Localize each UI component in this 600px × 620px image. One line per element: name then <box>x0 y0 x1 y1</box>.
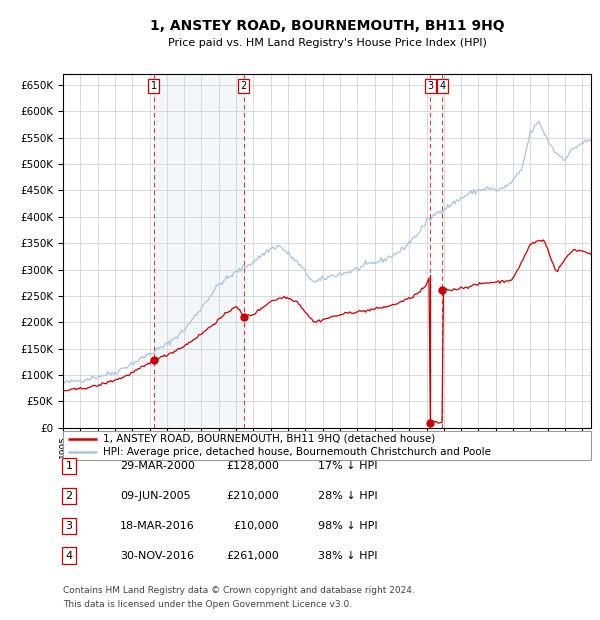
Text: Contains HM Land Registry data © Crown copyright and database right 2024.: Contains HM Land Registry data © Crown c… <box>63 586 415 595</box>
Text: 1: 1 <box>65 461 73 471</box>
Text: 28% ↓ HPI: 28% ↓ HPI <box>318 491 377 501</box>
Text: 4: 4 <box>65 551 73 560</box>
Text: 3: 3 <box>65 521 73 531</box>
Text: This data is licensed under the Open Government Licence v3.0.: This data is licensed under the Open Gov… <box>63 600 352 609</box>
Text: 2: 2 <box>65 491 73 501</box>
Text: 1, ANSTEY ROAD, BOURNEMOUTH, BH11 9HQ (detached house): 1, ANSTEY ROAD, BOURNEMOUTH, BH11 9HQ (d… <box>103 434 435 444</box>
Text: 38% ↓ HPI: 38% ↓ HPI <box>318 551 377 560</box>
Text: 18-MAR-2016: 18-MAR-2016 <box>120 521 195 531</box>
Text: 09-JUN-2005: 09-JUN-2005 <box>120 491 191 501</box>
Text: 17% ↓ HPI: 17% ↓ HPI <box>318 461 377 471</box>
FancyBboxPatch shape <box>63 431 591 460</box>
Text: 1: 1 <box>151 81 157 91</box>
Text: 3: 3 <box>427 81 433 91</box>
Bar <box>154 74 244 428</box>
Text: 29-MAR-2000: 29-MAR-2000 <box>120 461 195 471</box>
Text: 2: 2 <box>241 81 247 91</box>
Text: 1, ANSTEY ROAD, BOURNEMOUTH, BH11 9HQ: 1, ANSTEY ROAD, BOURNEMOUTH, BH11 9HQ <box>149 19 505 33</box>
Text: HPI: Average price, detached house, Bournemouth Christchurch and Poole: HPI: Average price, detached house, Bour… <box>103 447 491 457</box>
Text: 98% ↓ HPI: 98% ↓ HPI <box>318 521 377 531</box>
Text: 4: 4 <box>439 81 446 91</box>
Text: £210,000: £210,000 <box>226 491 279 501</box>
Text: Price paid vs. HM Land Registry's House Price Index (HPI): Price paid vs. HM Land Registry's House … <box>167 38 487 48</box>
Text: £128,000: £128,000 <box>226 461 279 471</box>
Text: 30-NOV-2016: 30-NOV-2016 <box>120 551 194 560</box>
Text: £10,000: £10,000 <box>233 521 279 531</box>
Text: £261,000: £261,000 <box>226 551 279 560</box>
